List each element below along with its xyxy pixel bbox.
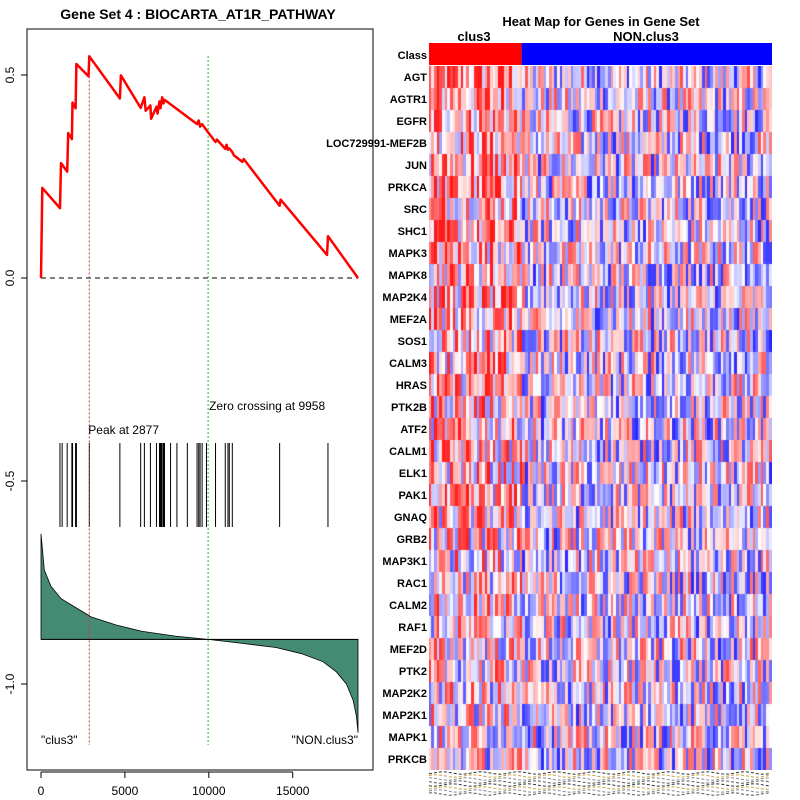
heatmap-footer-pattern xyxy=(428,771,770,796)
gene-label: PRKCB xyxy=(388,754,427,766)
gene-label: CALM2 xyxy=(389,600,427,612)
gene-label: HRAS xyxy=(396,380,427,392)
x-axis: 0 5000 10000 15000 xyxy=(38,771,310,798)
y-tick-label: 0.5 xyxy=(3,66,17,83)
gene-label: GNAQ xyxy=(394,512,427,524)
gene-label: JUN xyxy=(405,160,427,172)
footer-stripe xyxy=(428,771,770,775)
y-tick-label: -1.0 xyxy=(3,673,17,694)
gene-label: MEF2A xyxy=(390,314,427,326)
gene-label: LOC729991-MEF2B xyxy=(326,138,427,150)
y-tick-label: -0.5 xyxy=(3,470,17,491)
gene-label: RAF1 xyxy=(398,622,427,634)
gene-label: MAP2K2 xyxy=(382,688,427,700)
ranked-metric-layer xyxy=(40,533,359,733)
gene-label: PRKCA xyxy=(388,182,427,194)
guide-lines xyxy=(88,56,209,745)
footer-stripe xyxy=(428,789,770,793)
gene-label: GRB2 xyxy=(396,534,427,546)
gene-label: CALM1 xyxy=(389,446,427,458)
class-label-non-clus3: NON.clus3 xyxy=(613,29,679,44)
ranked-metric-area xyxy=(40,533,359,733)
gene-label: MAP2K1 xyxy=(382,710,427,722)
x-tick-label: 10000 xyxy=(192,784,226,798)
gene-label: PAK1 xyxy=(398,490,427,502)
y-tick-label: 0.0 xyxy=(3,269,17,286)
gene-label: SHC1 xyxy=(398,226,427,238)
gene-label: PTK2 xyxy=(399,666,427,678)
series-line-running-enrichment-score xyxy=(39,55,360,279)
gene-label: SRC xyxy=(404,204,427,216)
gene-label: MAP2K4 xyxy=(382,292,428,304)
class-bar-clus3 xyxy=(429,43,522,65)
gene-label: MEF2D xyxy=(390,644,427,656)
class-label-clus3: clus3 xyxy=(457,29,490,44)
x-tick-label: 15000 xyxy=(276,784,310,798)
footer-stripe xyxy=(428,774,770,778)
class-row-header: Class xyxy=(398,50,427,62)
gene-label: PTK2B xyxy=(391,402,427,414)
gene-label: SOS1 xyxy=(398,336,427,348)
footer-stripe xyxy=(428,780,770,784)
gene-label: EGFR xyxy=(396,116,427,128)
gene-label: ELK1 xyxy=(399,468,427,480)
zero-crossing-annotation: Zero crossing at 9958 xyxy=(209,399,325,413)
x-tick-label: 0 xyxy=(38,784,45,798)
heatmap-cells xyxy=(429,66,772,770)
heatmap-title: Heat Map for Genes in Gene Set xyxy=(502,14,700,29)
footer-stripe xyxy=(428,777,770,781)
y-axis: 0.5 0.0 -0.5 -1.0 xyxy=(3,66,28,694)
gene-label: MAPK8 xyxy=(388,270,427,282)
gene-label: CALM3 xyxy=(389,358,427,370)
gene-labels: AGT AGTR1 EGFR LOC729991-MEF2B JUN PRKCA SRC SH… xyxy=(326,72,428,766)
gene-label: MAPK3 xyxy=(388,248,427,260)
footer-stripe xyxy=(428,783,770,787)
gene-label: MAP3K1 xyxy=(382,556,427,568)
footer-stripe xyxy=(428,786,770,790)
left-class-label: "clus3" xyxy=(41,733,78,747)
gene-label: AGT xyxy=(404,72,428,84)
right-class-label: "NON.clus3" xyxy=(291,733,358,747)
gene-label: ATF2 xyxy=(400,424,427,436)
x-tick-label: 5000 xyxy=(112,784,139,798)
gene-label: AGTR1 xyxy=(390,94,427,106)
gene-label: MAPK1 xyxy=(388,732,427,744)
class-bar-non-clus3 xyxy=(521,43,772,65)
peak-annotation: Peak at 2877 xyxy=(88,423,159,437)
gene-hit-ticks xyxy=(59,443,329,527)
gene-label: RAC1 xyxy=(397,578,427,590)
footer-stripe xyxy=(428,792,770,796)
enrichment-plot-title: Gene Set 4 : BIOCARTA_AT1R_PATHWAY xyxy=(60,6,336,22)
